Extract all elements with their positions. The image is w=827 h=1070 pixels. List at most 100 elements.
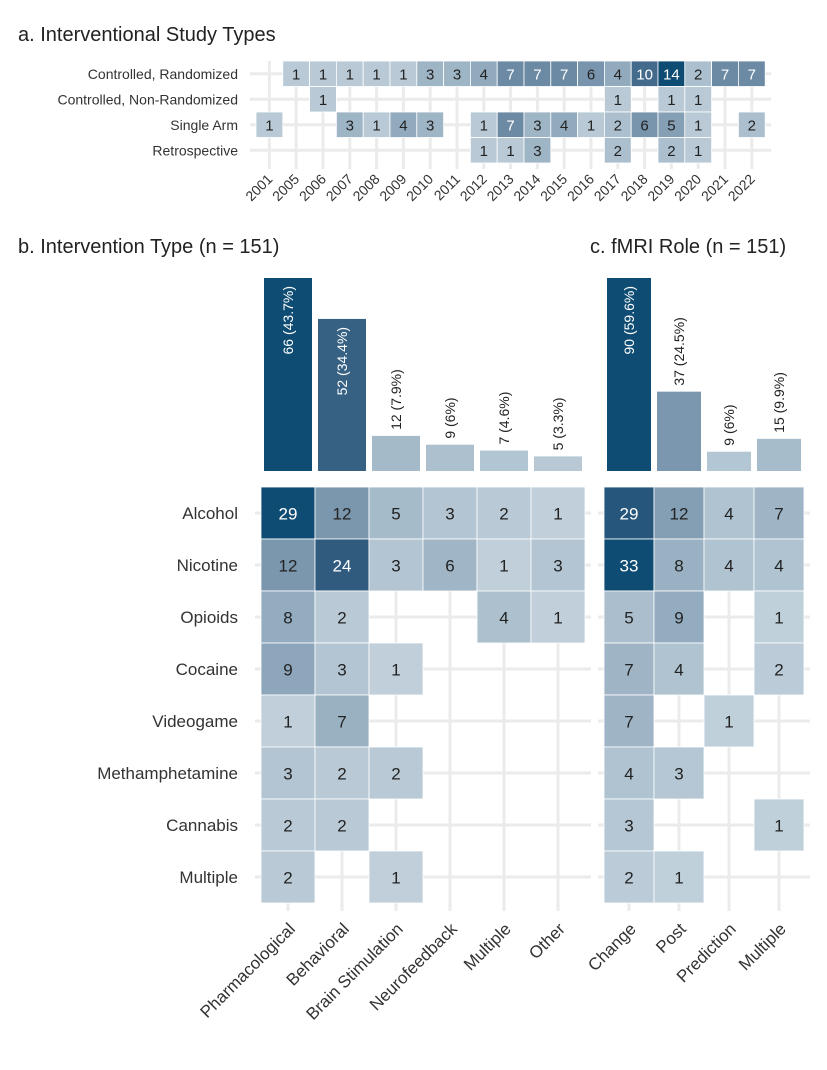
panel-c-bar-label: 90 (59.6%) bbox=[621, 286, 637, 354]
panel-c-bar-label: 37 (24.5%) bbox=[671, 317, 687, 385]
panel-b-cell bbox=[260, 850, 316, 904]
panel-a-year-tick: 2016 bbox=[564, 171, 597, 204]
panel-a-year-tick: 2019 bbox=[644, 171, 677, 204]
panel-c-cell-value: 29 bbox=[620, 505, 639, 524]
panel-a-cell bbox=[657, 111, 686, 138]
panel-a-cell-value: 3 bbox=[533, 117, 541, 134]
panel-c-cell bbox=[753, 798, 805, 852]
panel-a-row-label: Retrospective bbox=[152, 142, 238, 158]
panel-a-cell-value: 7 bbox=[533, 66, 541, 83]
panel-a-cell bbox=[416, 111, 444, 138]
panel-b-cell bbox=[314, 538, 370, 592]
panel-c-cell-value: 4 bbox=[774, 557, 783, 576]
panel-a-year-tick: 2007 bbox=[323, 171, 356, 204]
panel-a-cell-value: 1 bbox=[587, 117, 595, 134]
panel-b-cell-value: 1 bbox=[391, 869, 400, 888]
panel-b-cell bbox=[260, 486, 316, 540]
panel-b-bar bbox=[318, 318, 366, 471]
panel-b-bar bbox=[372, 435, 420, 471]
panel-b-cell bbox=[260, 746, 316, 800]
panel-c-cell bbox=[603, 746, 655, 800]
panel-b-cell bbox=[260, 538, 316, 592]
panel-b-cell bbox=[314, 486, 370, 540]
panel-c-cell bbox=[603, 642, 655, 696]
panel-a-year-tick: 2012 bbox=[457, 171, 490, 204]
panel-b-cell-value: 4 bbox=[499, 609, 508, 628]
panel-a-cell-value: 1 bbox=[319, 92, 327, 109]
panel-a-cell-value: 2 bbox=[748, 117, 756, 134]
panel-a-cell bbox=[362, 60, 391, 87]
panel-b-cell bbox=[368, 746, 424, 800]
panel-b-cell-value: 3 bbox=[337, 661, 346, 680]
panel-a-row-label: Controlled, Non-Randomized bbox=[57, 91, 238, 107]
panel-b-bar-label: 12 (7.9%) bbox=[388, 369, 404, 430]
panel-a-year-tick: 2008 bbox=[349, 171, 382, 204]
panel-c-cell bbox=[603, 590, 655, 644]
panel-c-cell-value: 9 bbox=[674, 609, 683, 628]
panel-c-cell bbox=[653, 538, 705, 592]
panel-a-year-tick: 2018 bbox=[617, 171, 650, 204]
panel-a-cell bbox=[711, 60, 739, 87]
panel-a-cell-value: 1 bbox=[667, 92, 675, 109]
panel-a-cell-value: 1 bbox=[372, 66, 380, 83]
panel-a-year-tick: 2022 bbox=[725, 171, 758, 204]
panel-a-cell bbox=[657, 86, 686, 113]
panel-b-cell bbox=[530, 590, 586, 644]
panel-a-year-tick: 2017 bbox=[591, 171, 624, 204]
panel-c-x-tick: Post bbox=[652, 919, 690, 957]
panel-a-cell-value: 1 bbox=[694, 117, 702, 134]
panel-a-year-tick: 2006 bbox=[296, 171, 329, 204]
panel-a-year-tick: 2010 bbox=[403, 171, 436, 204]
panel-b-cell-value: 3 bbox=[283, 765, 292, 784]
panel-b-cell-value: 1 bbox=[499, 557, 508, 576]
panel-b-cell-value: 12 bbox=[333, 505, 352, 524]
panel-a-row-label: Single Arm bbox=[170, 117, 238, 133]
panel-a-cell bbox=[335, 111, 364, 138]
panel-c-cell-value: 3 bbox=[624, 817, 633, 836]
panel-b-cell bbox=[530, 486, 586, 540]
panel-b-cell bbox=[314, 746, 370, 800]
panel-c-cell-value: 8 bbox=[674, 557, 683, 576]
panel-b-cell-value: 8 bbox=[283, 609, 292, 628]
panel-b-row-label: Cocaine bbox=[176, 660, 238, 679]
panel-c-cell-value: 12 bbox=[670, 505, 689, 524]
panel-b-cell bbox=[314, 694, 370, 748]
panel-b-cell bbox=[314, 798, 370, 852]
panel-a-cell bbox=[577, 60, 605, 87]
panel-a-cell-value: 1 bbox=[292, 66, 300, 83]
panel-b-cell-value: 24 bbox=[333, 557, 352, 576]
panel-a-cell-value: 10 bbox=[636, 66, 653, 83]
panel-a-cell-value: 2 bbox=[614, 117, 622, 134]
panel-b-cell-value: 12 bbox=[279, 557, 298, 576]
panel-b-cell-value: 5 bbox=[391, 505, 400, 524]
panel-a-cell-value: 1 bbox=[480, 143, 488, 160]
panel-a-cell bbox=[523, 60, 552, 87]
panel-b-cell-value: 1 bbox=[553, 609, 562, 628]
panel-b-cell-value: 3 bbox=[391, 557, 400, 576]
panel-b-cell-value: 2 bbox=[337, 609, 346, 628]
panel-c-x-tick: Change bbox=[584, 919, 640, 975]
panel-a-cell bbox=[523, 137, 552, 164]
panel-a-cell-value: 1 bbox=[614, 92, 622, 109]
panel-c-cell bbox=[703, 694, 755, 748]
panel-a-cell-value: 3 bbox=[426, 117, 434, 134]
panel-b-cell-value: 6 bbox=[445, 557, 454, 576]
panel-a-cell bbox=[496, 137, 525, 164]
panel-c-cell bbox=[653, 642, 705, 696]
panel-c-cell bbox=[653, 590, 705, 644]
panel-a-cell-value: 1 bbox=[506, 143, 514, 160]
panel-c-bar bbox=[707, 451, 751, 471]
panel-a-cell-value: 1 bbox=[319, 66, 327, 83]
panel-a-cell-value: 6 bbox=[640, 117, 648, 134]
panel-c-bar-label: 15 (9.9%) bbox=[771, 372, 787, 433]
panel-b-cell bbox=[368, 850, 424, 904]
panel-a-year-tick: 2020 bbox=[671, 171, 704, 204]
panel-a-cell-value: 7 bbox=[506, 66, 514, 83]
panel-c-x-tick: Multiple bbox=[735, 919, 790, 974]
panel-c-bar bbox=[657, 391, 701, 471]
panel-b-bar-label: 5 (3.3%) bbox=[550, 397, 566, 450]
panel-b-cell-value: 3 bbox=[553, 557, 562, 576]
panel-a-cell bbox=[604, 137, 632, 164]
panel-b-cell-value: 2 bbox=[283, 817, 292, 836]
panel-b-cell bbox=[422, 538, 478, 592]
